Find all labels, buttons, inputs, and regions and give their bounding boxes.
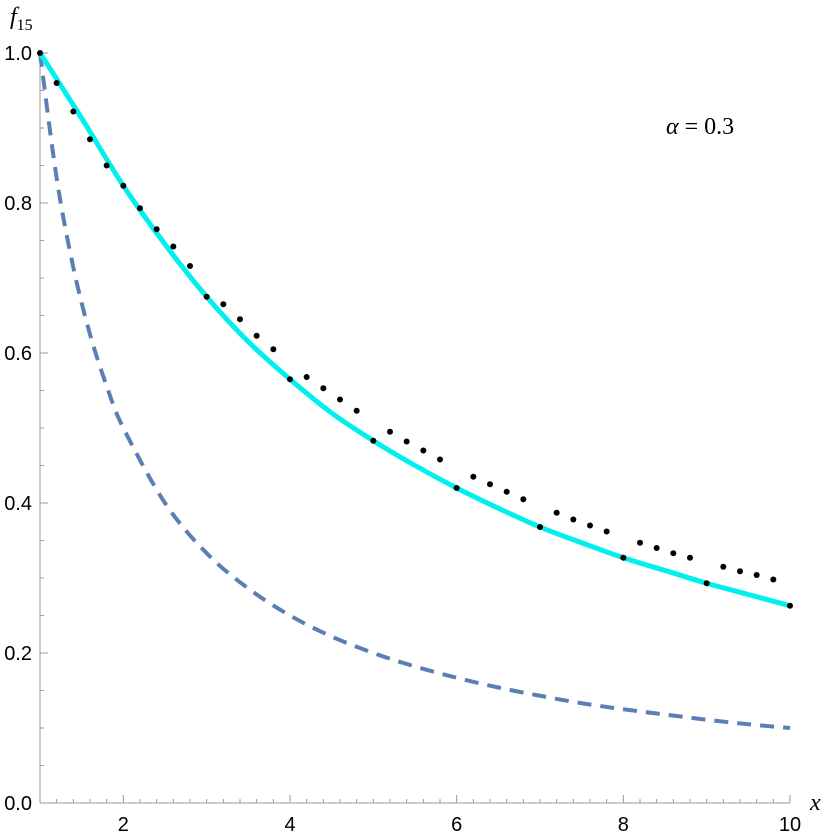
- data-point: [670, 550, 677, 557]
- data-point: [203, 293, 210, 300]
- data-point: [470, 473, 477, 480]
- data-point: [387, 428, 393, 435]
- data-point: [37, 50, 43, 56]
- x-axis-label: x: [809, 790, 821, 816]
- data-point: [653, 545, 660, 551]
- data-point: [687, 554, 693, 561]
- axes: 2 4 6 8 10 0.0 0.2 0.4 0.6 0.8 1.0: [4, 43, 801, 836]
- y-tick-label: 0.0: [4, 793, 32, 815]
- data-point: [103, 162, 110, 169]
- data-point: [370, 437, 377, 444]
- x-tick-label: 10: [779, 814, 801, 836]
- data-point: [420, 447, 427, 454]
- data-point: [303, 374, 310, 380]
- data-point: [620, 554, 627, 561]
- y-tick-label: 0.4: [4, 493, 32, 515]
- y-tick-label: 1.0: [4, 43, 32, 65]
- data-point: [487, 481, 493, 488]
- data-point: [437, 456, 443, 463]
- data-point: [403, 438, 410, 445]
- data-point: [187, 263, 193, 269]
- data-point: [503, 488, 510, 495]
- data-point: [320, 385, 327, 392]
- data-point: [753, 572, 760, 578]
- data-point: [220, 301, 227, 308]
- data-point: [237, 316, 243, 323]
- data-point: [53, 80, 60, 86]
- data-point: [170, 243, 177, 250]
- data-point: [603, 528, 610, 535]
- data-point: [120, 182, 127, 189]
- y-tick-label: 0.6: [4, 343, 32, 365]
- data-point: [253, 332, 260, 339]
- y-tick-label: 0.2: [4, 643, 32, 665]
- data-point: [770, 576, 777, 583]
- data-point: [720, 563, 727, 570]
- data-point: [703, 580, 710, 587]
- plot-area: [37, 50, 793, 730]
- data-point: [587, 522, 593, 529]
- dashed-series-line: [38, 52, 791, 730]
- data-point: [70, 108, 77, 115]
- x-tick-label: 2: [118, 814, 129, 836]
- solid-series-line: [37, 51, 791, 609]
- data-point: [537, 524, 543, 530]
- x-tick-label: 4: [284, 814, 295, 836]
- data-point: [353, 407, 360, 414]
- data-point: [137, 205, 143, 212]
- data-point: [453, 485, 460, 491]
- data-point: [337, 396, 343, 403]
- data-point: [637, 539, 643, 546]
- data-point: [287, 376, 293, 383]
- data-point: [87, 136, 93, 143]
- x-tick-label: 8: [618, 814, 629, 836]
- data-point: [553, 509, 560, 516]
- y-tick-label: 0.8: [4, 193, 32, 215]
- data-point: [520, 496, 527, 503]
- data-point: [270, 346, 277, 353]
- data-point: [787, 602, 793, 609]
- y-axis-label: f15: [10, 4, 33, 34]
- data-point: [153, 226, 160, 233]
- x-tick-label: 6: [451, 814, 462, 836]
- data-point: [570, 516, 577, 523]
- data-point: [737, 568, 743, 575]
- alpha-annotation: α = 0.3: [666, 114, 734, 140]
